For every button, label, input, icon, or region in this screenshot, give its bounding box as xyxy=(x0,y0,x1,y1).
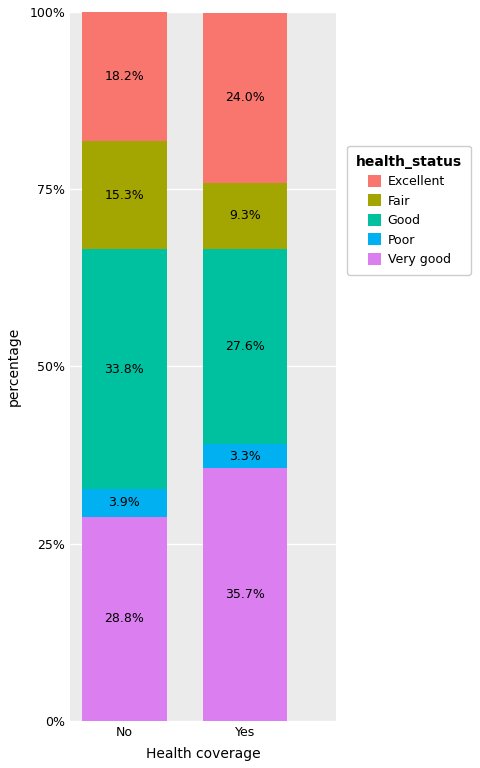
Bar xyxy=(82,517,167,721)
Bar xyxy=(203,183,288,249)
Text: 35.7%: 35.7% xyxy=(225,588,265,601)
Text: 28.8%: 28.8% xyxy=(105,612,144,625)
Bar xyxy=(82,250,167,489)
Bar xyxy=(203,249,288,445)
Text: 24.0%: 24.0% xyxy=(225,91,265,104)
X-axis label: Health coverage: Health coverage xyxy=(145,747,260,761)
Bar xyxy=(203,12,288,183)
Text: 18.2%: 18.2% xyxy=(105,70,144,83)
Y-axis label: percentage: percentage xyxy=(7,326,21,406)
Text: 3.9%: 3.9% xyxy=(108,496,140,509)
Bar xyxy=(203,468,288,721)
Bar xyxy=(82,12,167,141)
Bar xyxy=(82,489,167,517)
Text: 33.8%: 33.8% xyxy=(105,362,144,376)
Text: 27.6%: 27.6% xyxy=(225,340,265,353)
Bar xyxy=(82,141,167,250)
Legend: Excellent, Fair, Good, Poor, Very good: Excellent, Fair, Good, Poor, Very good xyxy=(348,146,471,275)
Text: 9.3%: 9.3% xyxy=(229,209,261,222)
Text: 15.3%: 15.3% xyxy=(105,189,144,202)
Bar xyxy=(203,445,288,468)
Text: 3.3%: 3.3% xyxy=(229,449,261,462)
